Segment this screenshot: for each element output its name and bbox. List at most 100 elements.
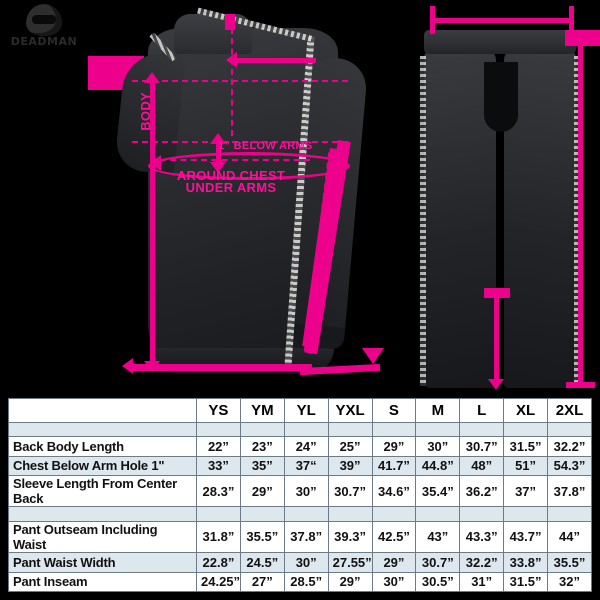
cell: 39” (327, 455, 373, 476)
cell: 41.7” (371, 455, 417, 476)
shoulder-dashed-line (132, 80, 348, 82)
jacket-hem-baseline-arrow-icon (122, 358, 312, 374)
pants-left-stripe (420, 56, 426, 386)
row-label-pant-waist-width: Pant Waist Width (8, 552, 197, 573)
cell: 37.8” (283, 520, 329, 554)
cell: 27” (239, 571, 285, 593)
row-label-back-body-length: Back Body Length (8, 436, 197, 457)
table-row: Chest Below Arm Hole 1" 33” 35” 37“ 39” … (8, 455, 592, 476)
center-back-dashed-line (231, 18, 233, 136)
cell: 24” (283, 436, 329, 457)
cell: 35” (239, 455, 285, 476)
cell: 23” (239, 436, 285, 457)
below-arms-label: 1” BELOW ARMS (218, 140, 313, 152)
cell: 33” (196, 455, 241, 476)
table-row: Pant Waist Width 22.8” 24.5” 30” 27.55” … (8, 552, 592, 573)
cell: 27.55” (327, 552, 373, 573)
size-table: YS YM YL YXL S M L XL 2XL (8, 398, 592, 593)
cell: 25” (327, 436, 373, 457)
outseam-arrow-icon (565, 30, 600, 386)
cell: 30” (283, 474, 329, 508)
col-header-2xl: 2XL (547, 398, 592, 423)
cell: 37“ (283, 455, 329, 476)
sleeve-length-arrowhead-icon (362, 348, 384, 364)
size-table-container: YS YM YL YXL S M L XL 2XL (0, 392, 600, 600)
table-header-row: YS YM YL YXL S M L XL 2XL (8, 398, 592, 423)
cell: 35.4” (415, 474, 461, 508)
cell: 43.3” (459, 520, 505, 554)
inseam-arrow-icon (488, 292, 504, 390)
armhole-dashed-line (132, 141, 348, 143)
cell: 30.7” (459, 436, 505, 457)
row-label-pant-outseam: Pant Outseam Including Waist (8, 520, 197, 554)
table-group-divider-row (8, 506, 592, 522)
cell: 30.7” (415, 552, 461, 573)
cell: 36.2” (459, 474, 505, 508)
cell: 32” (547, 571, 592, 593)
sleeve-start-arrow-icon (226, 52, 316, 68)
brand-logo: DEADMAN (8, 4, 80, 56)
cell: 44” (547, 520, 592, 554)
table-corner-cell (8, 398, 197, 423)
col-header-s: S (371, 398, 417, 423)
cell: 42.5” (371, 520, 417, 554)
cell: 54.3” (547, 455, 592, 476)
cell: 24.25” (196, 571, 241, 593)
cell: 30” (283, 552, 329, 573)
row-label-chest-below-arm-hole: Chest Below Arm Hole 1" (8, 455, 197, 476)
row-label-sleeve-length: Sleeve Length From Center Back (8, 474, 197, 508)
cell: 30.7” (327, 474, 373, 508)
col-header-ym: YM (239, 398, 285, 423)
table-row: Sleeve Length From Center Back 28.3” 29”… (8, 474, 592, 508)
cell: 37.8” (547, 474, 592, 508)
cell: 33.8” (503, 552, 548, 573)
pants-waistband (424, 30, 576, 54)
cell: 29” (371, 436, 417, 457)
around-chest-line2: UNDER ARMS (185, 180, 277, 195)
cell: 22.8” (196, 552, 241, 573)
body-label: BODY (138, 92, 153, 131)
col-header-l: L (459, 398, 505, 423)
cell: 48” (459, 455, 505, 476)
cell: 32.2” (547, 436, 592, 457)
outseam-base-tick (566, 382, 595, 388)
chest-measure-ellipse (148, 152, 350, 180)
cell: 51” (503, 455, 548, 476)
col-header-yl: YL (283, 398, 329, 423)
cell: 30” (371, 571, 417, 593)
pants-graphic (416, 22, 584, 388)
row-label-pant-inseam: Pant Inseam (8, 571, 197, 593)
cell: 34.6” (371, 474, 417, 508)
around-chest-label: AROUND CHEST UNDER ARMS (176, 168, 286, 195)
col-header-yxl: YXL (327, 398, 373, 423)
table-row: Pant Outseam Including Waist 31.8” 35.5”… (8, 520, 592, 554)
col-header-m: M (415, 398, 461, 423)
cell: 31.5” (503, 436, 548, 457)
cell: 35.5” (239, 520, 285, 554)
cell: 39.3” (327, 520, 373, 554)
table-spacer-row (8, 421, 592, 438)
table-row: Pant Inseam 24.25” 27” 28.5” 29” 30” 30.… (8, 571, 592, 593)
cell: 32.2” (459, 552, 505, 573)
cell: 30” (415, 436, 461, 457)
cell: 29” (371, 552, 417, 573)
col-header-ys: YS (196, 398, 241, 423)
cell: 43.7” (503, 520, 548, 554)
waist-width-arrow-icon (430, 6, 574, 34)
cell: 44.8” (415, 455, 461, 476)
table-row: Back Body Length 22” 23” 24” 25” 29” 30”… (8, 436, 592, 457)
cell: 30.5” (415, 571, 461, 593)
cell: 22” (196, 436, 241, 457)
around-chest-line1: AROUND CHEST (176, 168, 286, 183)
cell: 28.3” (196, 474, 241, 508)
col-header-xl: XL (503, 398, 548, 423)
inseam-top-tick (484, 288, 510, 298)
garment-illustration: DEADMAN BODY (8, 4, 600, 390)
cell: 31.8” (196, 520, 241, 554)
cell: 43” (415, 520, 461, 554)
cell: 29” (327, 571, 373, 593)
skull-icon (26, 4, 62, 36)
cell: 31” (459, 571, 505, 593)
pants-right-stripe (574, 56, 580, 386)
